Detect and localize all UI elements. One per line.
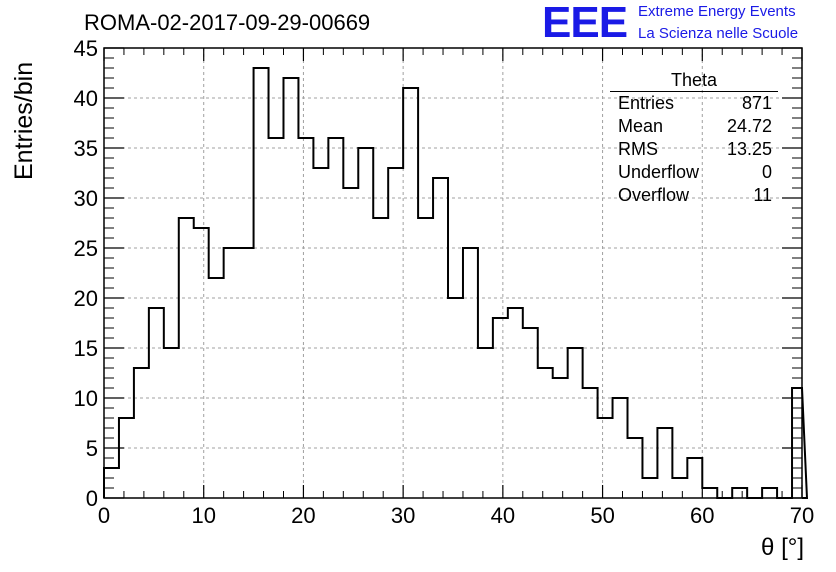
stats-label: Mean [618, 116, 664, 136]
chart-title: ROMA-02-2017-09-29-00669 [84, 10, 371, 35]
x-tick-label: 70 [790, 503, 814, 528]
x-tick-label: 40 [491, 503, 515, 528]
stats-row-underflow: Underflow 0 [610, 161, 778, 184]
x-tick-label: 30 [391, 503, 415, 528]
stats-row-overflow: Overflow 11 [610, 184, 778, 207]
stats-title: Theta [610, 70, 778, 92]
stats-label: Entries [618, 93, 675, 113]
stats-value: 13.25 [726, 139, 772, 159]
y-tick-label: 40 [74, 86, 98, 111]
y-tick-label: 5 [86, 436, 98, 461]
logo-line-2: La Scienza nelle Scuole [638, 25, 799, 42]
x-tick-label: 0 [98, 503, 110, 528]
stats-row-mean: Mean 24.72 [610, 115, 778, 138]
x-tick-label: 60 [690, 503, 714, 528]
y-tick-label: 0 [86, 486, 98, 511]
stats-label: RMS [618, 139, 658, 159]
stats-value: 24.72 [726, 116, 772, 136]
stats-row-entries: Entries 871 [610, 92, 778, 115]
y-tick-label: 10 [74, 386, 98, 411]
stats-value: 871 [741, 93, 772, 113]
x-tick-label: 20 [291, 503, 315, 528]
stats-box: Theta Entries 871 Mean 24.72 RMS 13.25 U… [610, 70, 778, 207]
x-tick-label: 50 [590, 503, 614, 528]
stats-row-rms: RMS 13.25 [610, 138, 778, 161]
histogram-outline [103, 67, 809, 499]
y-tick-label: 25 [74, 236, 98, 261]
y-tick-label: 20 [74, 286, 98, 311]
x-axis-label: θ [°] [761, 534, 804, 561]
y-tick-label: 45 [74, 36, 98, 61]
y-tick-label: 30 [74, 186, 98, 211]
stats-value: 0 [761, 162, 772, 182]
x-tick-label: 10 [191, 503, 215, 528]
logo-line-1: Extreme Energy Events [638, 3, 796, 20]
y-axis-label: Entries/bin [10, 61, 38, 180]
y-tick-label: 35 [74, 136, 98, 161]
stats-value: 11 [753, 185, 772, 205]
y-tick-label: 15 [74, 336, 98, 361]
eee-logo: EEE [542, 0, 628, 47]
tick-labels: 0 10 20 30 40 50 60 70 0 5 10 15 20 25 30 35 40 45 [74, 36, 815, 528]
plot-frame [103, 47, 803, 499]
stats-label: Underflow [618, 162, 700, 182]
stats-label: Overflow [618, 185, 690, 205]
